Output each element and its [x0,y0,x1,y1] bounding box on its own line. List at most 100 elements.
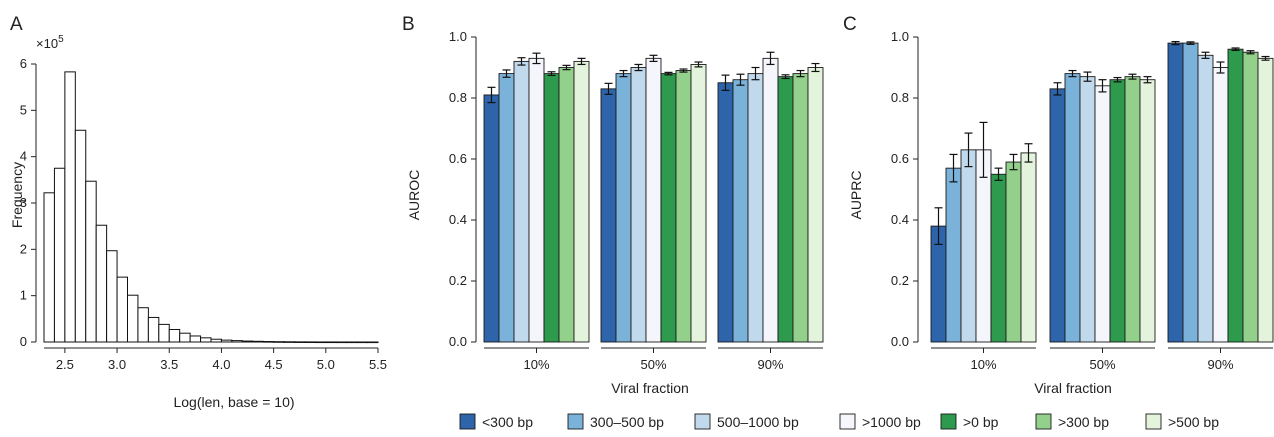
histogram-x-tick-label: 3.0 [108,357,126,372]
auprc-y-axis-label: AUPRC [848,170,864,219]
auroc-bar [573,60,590,343]
histogram-y-tick-label: 2 [20,241,27,256]
histogram-bar [220,339,233,343]
auprc-bar [1049,88,1066,343]
auroc-y-tick-label: 0.8 [449,90,467,105]
auprc-bar [1005,161,1022,343]
auroc-bar [498,73,515,343]
histogram-bar [85,180,97,343]
legend-label: >1000 bp [862,414,921,430]
auroc-bar [600,88,617,343]
legend-swatch [1145,413,1162,430]
legend-swatch [459,413,476,430]
histogram-x-axis-label: Log(len, base = 10) [173,394,294,410]
histogram-y-tick-label: 1 [20,288,27,303]
histogram-bar [53,167,66,343]
auroc-bar [762,57,779,343]
auprc-bar [1124,76,1141,343]
auroc-bar [660,73,677,343]
panel-letter-a: A [10,14,23,35]
auroc-x-tick-label: 10% [523,357,549,372]
legend-label: >0 bp [963,414,999,430]
histogram-bar [158,323,170,343]
legend-label: 300–500 bp [590,414,664,430]
histogram-bar [356,341,369,344]
legend-label: >300 bp [1058,414,1109,430]
legend-label: >500 bp [1168,414,1219,430]
histogram-y-tick-label: 0 [20,334,27,349]
histogram-bar [200,337,212,343]
auprc-bar [990,173,1007,343]
histogram-bar [43,192,55,343]
auroc-y-tick-label: 0.2 [449,273,467,288]
auprc-bar [1257,57,1274,343]
histogram-bar [116,276,128,343]
legend-swatch [1035,413,1052,430]
auroc-bar [690,63,707,343]
histogram-bar [189,335,202,343]
auroc-bar [558,67,575,343]
auprc-bar [1212,67,1229,343]
auprc-bar [1227,48,1244,343]
auprc-bar [1182,42,1199,343]
y-multiplier-exponent: 5 [58,34,64,45]
auprc-bar [1064,73,1081,343]
auprc-y-tick-label: 0.8 [891,90,909,105]
histogram-bar [283,341,295,343]
auroc-x-axis-label: Viral fraction [611,380,689,396]
auroc-bar [645,57,662,343]
histogram-bar [367,341,379,344]
auroc-bar [513,60,530,343]
histogram-x-tick-label: 2.5 [56,357,74,372]
auprc-x-tick-label: 50% [1089,357,1115,372]
legend-label: <300 bp [482,414,533,430]
histogram-bar [294,341,306,343]
auprc-y-tick-label: 0.6 [891,151,909,166]
auroc-bar [807,67,824,343]
panel-letter-b: B [402,14,415,35]
histogram-bar [179,332,191,343]
panel-letter-c: C [843,14,857,35]
auroc-x-tick-label: 90% [757,357,783,372]
histogram-y-tick-label: 6 [20,56,27,71]
histogram-bar [252,340,264,343]
auroc-bar [717,82,734,343]
auroc-bar [528,57,545,343]
auprc-bar [1109,79,1126,343]
histogram-bar [231,340,243,343]
auroc-y-tick-label: 0.0 [449,334,467,349]
histogram-bar [346,341,358,344]
histogram-bar [74,129,87,343]
auroc-bar [675,70,692,343]
auroc-bar [630,67,647,343]
histogram-x-tick-label: 4.0 [212,357,230,372]
histogram-x-tick-label: 4.5 [265,357,283,372]
histogram-bar [64,71,76,343]
histogram-bar [241,340,254,343]
histogram-y-tick-label: 5 [20,102,27,117]
auroc-y-axis-label: AUROC [406,170,422,221]
histogram-bar [273,341,285,343]
auprc-x-axis-label: Viral fraction [1034,380,1112,396]
auprc-y-tick-label: 0.2 [891,273,909,288]
legend-swatch [839,413,856,430]
histogram-y-tick-label: 4 [20,149,27,164]
auprc-y-tick-label: 1.0 [891,29,909,44]
histogram-bar [304,341,316,344]
histogram-y-tick-label: 3 [20,195,27,210]
auprc-bar [1197,54,1214,343]
auroc-bar [777,76,794,343]
auroc-bar [732,79,749,343]
histogram-bar [210,338,222,343]
auroc-bar [483,94,500,343]
legend: <300 bp 300–500 bp 500–1000 bp >1000 bp >0 b… [459,413,1219,430]
histogram-bar [127,294,139,343]
histogram-bar [335,341,348,344]
auprc-y-tick-label: 0.0 [891,334,909,349]
auprc-bar [975,149,992,343]
auprc-y-tick-label: 0.4 [891,212,909,227]
auroc-bar [747,73,764,343]
histogram-bar [314,341,327,344]
auroc-y-tick-label: 0.6 [449,151,467,166]
auroc-y-tick-label: 0.4 [449,212,467,227]
